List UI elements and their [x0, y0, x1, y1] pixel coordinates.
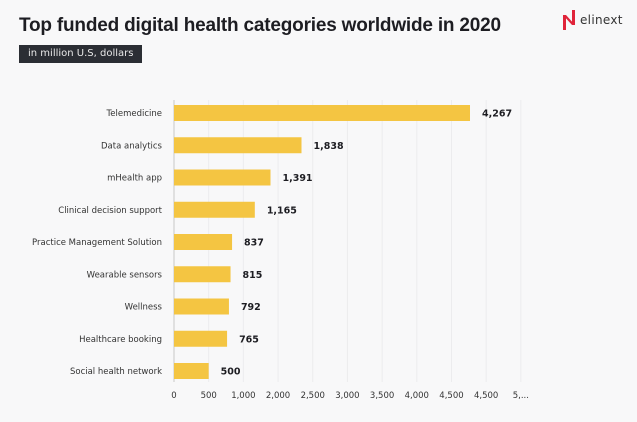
value-label: 500: [221, 367, 241, 378]
value-label: 1,838: [314, 141, 344, 152]
elinext-logo-icon: [563, 10, 575, 30]
value-label: 837: [244, 238, 264, 249]
x-tick-label: 4,500: [474, 391, 498, 401]
x-tick-label: 3,000: [335, 391, 359, 401]
x-tick-label: 2,500: [301, 391, 325, 401]
bar: [174, 298, 229, 315]
category-label: mHealth app: [107, 174, 162, 184]
category-label: Telemedicine: [106, 109, 163, 119]
x-tick-label: 4,000: [405, 391, 429, 401]
bar: [174, 169, 271, 186]
value-label: 815: [243, 270, 263, 281]
bar: [174, 330, 228, 347]
category-label: Practice Management Solution: [32, 238, 162, 248]
bar: [174, 137, 302, 154]
value-label: 4,267: [482, 109, 512, 120]
category-label: Wellness: [125, 303, 163, 313]
x-tick-label: 2,000: [266, 391, 290, 401]
chart-title: Top funded digital health categories wor…: [19, 15, 501, 36]
bar: [174, 234, 233, 250]
category-label: Wearable sensors: [87, 270, 163, 280]
category-label: Clinical decision support: [58, 206, 162, 216]
logo-text: elinext: [580, 13, 623, 27]
category-label: Social health network: [70, 367, 162, 377]
x-tick-label: 4,500: [439, 391, 463, 401]
value-label: 1,165: [267, 205, 297, 216]
bar: [174, 363, 209, 379]
x-tick-label: 5,...: [513, 391, 529, 401]
brand-logo: elinext: [563, 10, 623, 30]
x-tick-label: 500: [201, 391, 217, 401]
category-label: Healthcare booking: [79, 335, 162, 345]
x-tick-label: 1,000: [231, 391, 255, 401]
bar: [174, 105, 470, 121]
category-label: Data analytics: [101, 141, 163, 151]
x-tick-label: 3,500: [370, 391, 394, 401]
bar: [174, 266, 231, 283]
value-label: 1,391: [282, 173, 312, 184]
chart-subtitle: in million U.S, dollars: [19, 45, 143, 63]
x-tick-label: 0: [171, 391, 176, 401]
value-label: 765: [239, 334, 259, 345]
bar: [174, 201, 255, 218]
value-label: 792: [241, 302, 261, 313]
